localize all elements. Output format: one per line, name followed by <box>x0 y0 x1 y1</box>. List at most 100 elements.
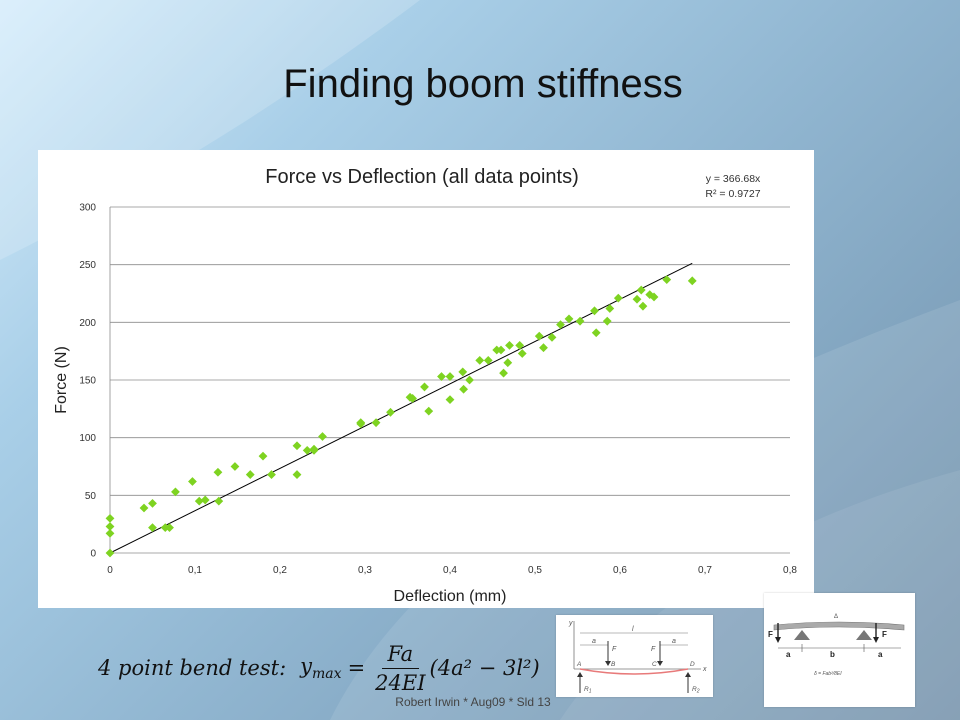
data-point <box>318 432 327 441</box>
data-point <box>445 372 455 381</box>
data-point <box>465 375 474 385</box>
data-point <box>503 358 513 368</box>
data-point <box>292 441 302 451</box>
y-tick-label: 100 <box>79 433 96 444</box>
diagram-D: D <box>690 661 695 668</box>
trendline-equation: y = 366.68x <box>706 173 761 185</box>
diagram-F-left: F <box>612 646 617 653</box>
chart-title: Force vs Deflection (all data points) <box>265 166 578 188</box>
data-point <box>613 293 623 303</box>
diagram-l-label: l <box>632 626 634 633</box>
data-point <box>200 495 210 505</box>
data-point <box>638 301 648 311</box>
beam-F-right: F <box>882 630 887 639</box>
slide-footer: Robert Irwin * Aug09 * Sld 13 <box>395 695 551 709</box>
data-point <box>356 419 366 429</box>
data-point <box>575 316 585 326</box>
diagram-x-label: x <box>702 666 707 673</box>
data-point <box>505 341 514 350</box>
diagram-C: C <box>652 661 657 668</box>
data-point <box>386 407 395 417</box>
data-point <box>258 451 268 461</box>
data-point <box>105 514 115 523</box>
x-tick-label: 0,3 <box>358 565 372 576</box>
x-axis-title: Deflection (mm) <box>394 588 507 605</box>
beam-delta-formula: δ = Fab²/8EI <box>814 671 842 677</box>
data-point <box>165 523 174 533</box>
x-tick-label: 0,7 <box>698 565 712 576</box>
x-tick-label: 0,6 <box>613 565 627 576</box>
y-tick-label: 0 <box>90 549 96 560</box>
data-point <box>649 292 659 302</box>
data-point <box>105 548 115 558</box>
data-point <box>420 382 429 392</box>
formula-numerator: Fa <box>381 642 420 669</box>
formula-lhs: ymax <box>300 654 341 682</box>
data-point <box>105 522 115 531</box>
formula-lhs-sub: max <box>312 666 342 683</box>
data-point <box>245 470 255 479</box>
data-point <box>556 320 565 330</box>
beam-F-left: F <box>768 630 773 639</box>
data-point <box>292 470 302 479</box>
data-point <box>687 276 697 286</box>
data-point <box>267 470 276 479</box>
data-point <box>139 503 149 513</box>
data-point <box>483 355 493 365</box>
y-tick-label: 200 <box>79 318 96 329</box>
data-point <box>636 285 646 295</box>
data-point <box>564 314 574 324</box>
data-point <box>105 528 115 538</box>
data-point <box>213 467 223 477</box>
formula-equals: = <box>347 656 366 680</box>
x-tick-label: 0 <box>107 565 113 576</box>
y-axis-title: Force (N) <box>53 346 70 414</box>
x-tick-label: 0,5 <box>528 565 542 576</box>
tick-labels: 0 50 100 150 200 250 300 0 0,1 0,2 0,3 0,4 0,5 0,6 0,7… <box>79 203 797 577</box>
beam-b: b <box>830 650 835 659</box>
formula-tail: (4a² − 3l²) <box>429 656 540 680</box>
data-point <box>302 445 312 455</box>
data-point <box>309 444 319 454</box>
x-tick-label: 0,1 <box>188 565 202 576</box>
beam-a-right: a <box>878 650 883 659</box>
data-point <box>171 487 180 497</box>
data-point <box>662 275 672 285</box>
bend-test-formula: 4 point bend test: ymax = Fa 24EI (4a² −… <box>98 638 540 698</box>
diagram-a-right: a <box>672 638 676 645</box>
data-point <box>424 406 434 416</box>
data-point <box>408 394 417 403</box>
diagram-R2: R2 <box>692 686 700 695</box>
diagram-F-right: F <box>651 646 656 653</box>
data-point <box>517 349 527 358</box>
x-tick-label: 0,8 <box>783 565 797 576</box>
data-point <box>605 304 615 313</box>
data-point <box>496 345 506 355</box>
data-point <box>459 384 468 394</box>
y-tick-label: 300 <box>79 203 96 214</box>
data-point <box>458 367 468 377</box>
diagram-B: B <box>611 661 616 668</box>
data-point <box>602 316 612 326</box>
x-tick-label: 0,2 <box>273 565 287 576</box>
chart-area: 0 50 100 150 200 250 300 0 0,1 0,2 0,3 0,4 0,5 0,6 0,7… <box>38 150 814 608</box>
y-tick-label: 250 <box>79 260 96 271</box>
trendline-r-squared: R² = 0.9727 <box>705 188 760 200</box>
data-point <box>539 343 548 353</box>
data-point <box>437 372 446 381</box>
trendline-group <box>109 262 693 554</box>
data-point <box>148 523 157 533</box>
data-point <box>148 499 157 508</box>
x-tick-label: 0,4 <box>443 565 457 576</box>
scatter-chart: 0 50 100 150 200 250 300 0 0,1 0,2 0,3 0,4 0,5 0,6 0,7… <box>53 166 797 605</box>
y-tick-label: 50 <box>85 491 97 502</box>
data-point <box>632 294 642 304</box>
diagram-y-label: y <box>568 620 573 627</box>
gridlines <box>109 206 790 554</box>
diagram-a-left: a <box>592 638 596 645</box>
data-point <box>534 331 544 341</box>
data-points <box>105 275 697 558</box>
slide-title: Finding boom stiffness <box>283 62 683 106</box>
formula-lhs-var: y <box>300 653 313 678</box>
data-point <box>230 462 240 471</box>
